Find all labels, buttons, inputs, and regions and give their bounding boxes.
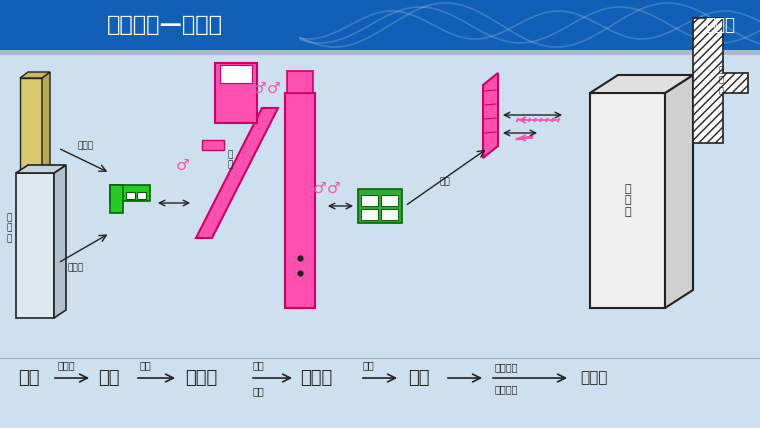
Bar <box>361 209 378 220</box>
Bar <box>358 189 402 223</box>
Text: 螺
接: 螺 接 <box>227 150 233 169</box>
Bar <box>137 192 146 199</box>
Text: 结
构
胶: 结 构 胶 <box>718 65 724 95</box>
Bar <box>110 185 150 201</box>
Text: 结构胶: 结构胶 <box>58 360 76 370</box>
Polygon shape <box>590 75 693 93</box>
Bar <box>16 173 54 318</box>
Bar <box>361 195 378 206</box>
Polygon shape <box>665 75 693 308</box>
Bar <box>381 195 398 206</box>
Text: ♂: ♂ <box>268 80 280 95</box>
Bar <box>215 63 257 123</box>
Text: 碧桂园: 碧桂园 <box>705 16 735 34</box>
Text: ♂: ♂ <box>176 158 190 172</box>
Text: 螺栓: 螺栓 <box>253 360 264 370</box>
Text: ♂: ♂ <box>253 80 267 95</box>
Text: 横龙骨: 横龙骨 <box>185 369 217 387</box>
Polygon shape <box>54 165 66 318</box>
Text: 石材: 石材 <box>18 369 40 387</box>
Text: 焊接: 焊接 <box>439 177 451 186</box>
Polygon shape <box>20 72 50 78</box>
Bar <box>126 192 135 199</box>
Text: 化学锚栓: 化学锚栓 <box>495 362 518 372</box>
Bar <box>0 50 760 55</box>
Bar <box>285 93 315 308</box>
Text: 挂件: 挂件 <box>98 369 119 387</box>
Polygon shape <box>693 18 748 143</box>
Text: 螺栓: 螺栓 <box>363 360 375 370</box>
Text: 结
构
柱: 结 构 柱 <box>624 184 631 217</box>
Text: 密
封
胶: 密 封 胶 <box>6 213 11 243</box>
Bar <box>381 209 398 220</box>
Bar <box>202 140 224 150</box>
Text: 干挂石材—解构图: 干挂石材—解构图 <box>107 15 223 35</box>
Bar <box>220 65 252 83</box>
Polygon shape <box>196 108 278 238</box>
Bar <box>0 0 760 50</box>
Text: 螺栓: 螺栓 <box>140 360 152 370</box>
Text: ♂: ♂ <box>328 181 340 196</box>
Bar <box>590 93 665 308</box>
Text: 锚固: 锚固 <box>408 369 429 387</box>
Bar <box>287 71 313 93</box>
Text: ♂: ♂ <box>313 181 327 196</box>
Bar <box>110 185 123 213</box>
Polygon shape <box>16 165 66 173</box>
Bar <box>20 78 42 188</box>
Text: 焊接: 焊接 <box>253 386 264 396</box>
Text: 结构胶: 结构胶 <box>68 263 84 272</box>
Text: 结构胶: 结构胶 <box>78 141 94 150</box>
Text: 竖龙骨: 竖龙骨 <box>300 369 332 387</box>
Polygon shape <box>42 72 50 188</box>
Polygon shape <box>483 73 498 158</box>
Text: 膨胀锚栓: 膨胀锚栓 <box>495 384 518 394</box>
Text: 干挂镀: 干挂镀 <box>580 371 607 386</box>
